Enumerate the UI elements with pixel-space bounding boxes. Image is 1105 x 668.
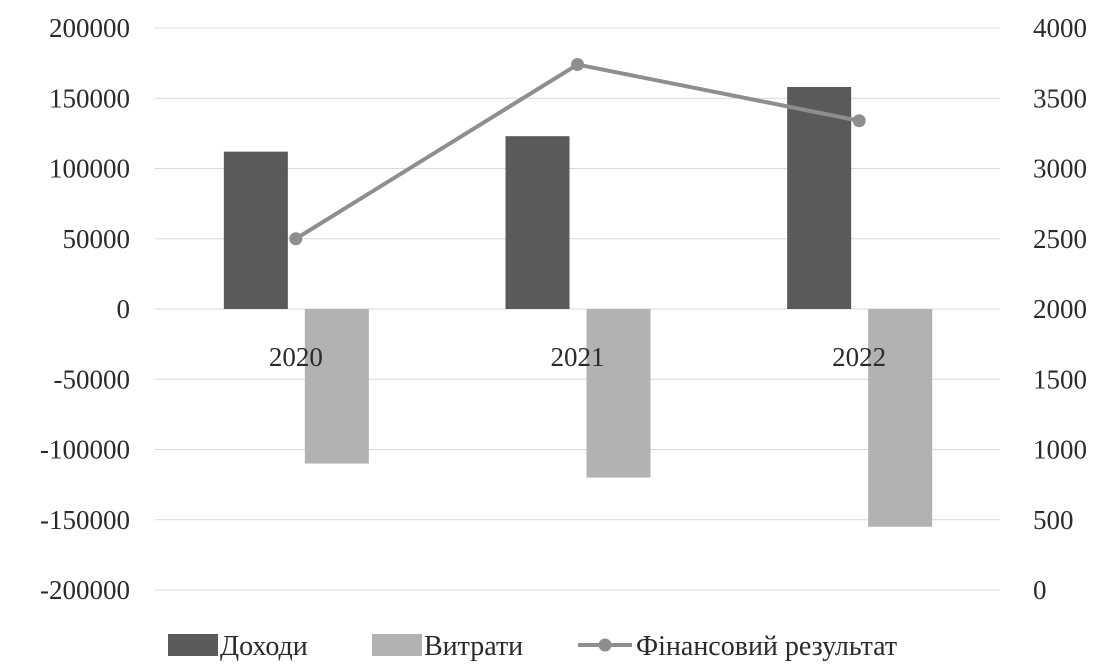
line-point-2021	[571, 58, 584, 72]
right-axis-tick-label: 1500	[1033, 364, 1087, 394]
right-axis-tick-label: 1000	[1033, 435, 1087, 465]
bar-dokhody-2022	[787, 87, 852, 309]
left-axis-tick-label: -100000	[40, 435, 130, 465]
line-point-2020	[289, 232, 303, 246]
left-axis-ticks: 200000 150000 100000 50000 0 -50000 -100000 -15…	[40, 13, 130, 605]
legend-label-vytraty: Витрати	[424, 631, 523, 662]
right-axis-ticks: 4000 3500 3000 2500 2000 1500 1000 500 0	[1033, 13, 1087, 605]
bar-vytraty-2022	[868, 309, 933, 527]
line-point-2022	[852, 114, 866, 128]
legend-swatch-marker	[598, 638, 612, 652]
legend-swatch-dokhody	[168, 634, 218, 656]
right-axis-tick-label: 2000	[1033, 294, 1087, 324]
right-axis-tick-label: 2500	[1033, 224, 1087, 254]
bar-dokhody-2021	[505, 136, 570, 309]
bar-vytraty-2021	[586, 309, 651, 478]
bar-series	[223, 87, 933, 527]
legend: Доходи Витрати Фінансовий результат	[168, 631, 897, 662]
left-axis-tick-label: 0	[117, 294, 131, 324]
left-axis-tick-label: 200000	[49, 13, 130, 43]
bar-vytraty-2020	[304, 309, 369, 464]
category-label: 2022	[832, 342, 886, 372]
left-axis-tick-label: 100000	[49, 154, 130, 184]
right-axis-tick-label: 3000	[1033, 154, 1087, 184]
line-finansovyi-rezultat	[294, 62, 860, 241]
category-labels: 2020 2021 2022	[269, 342, 886, 372]
left-axis-tick-label: -50000	[54, 364, 131, 394]
right-axis-tick-label: 4000	[1033, 13, 1087, 43]
left-axis-tick-label: 50000	[63, 224, 131, 254]
left-axis-tick-label: -200000	[40, 575, 130, 605]
right-axis-tick-label: 3500	[1033, 83, 1087, 113]
legend-label-finansovyi-rezultat: Фінансовий результат	[636, 631, 897, 662]
legend-label-dokhody: Доходи	[220, 631, 308, 662]
left-axis-tick-label: 150000	[49, 83, 130, 113]
right-axis-tick-label: 0	[1033, 575, 1047, 605]
legend-swatch-vytraty	[372, 634, 422, 656]
category-label: 2021	[551, 342, 605, 372]
left-axis-tick-label: -150000	[40, 505, 130, 535]
category-label: 2020	[269, 342, 323, 372]
bar-dokhody-2020	[223, 151, 288, 309]
line-series	[289, 58, 866, 246]
right-axis-tick-label: 500	[1033, 505, 1074, 535]
